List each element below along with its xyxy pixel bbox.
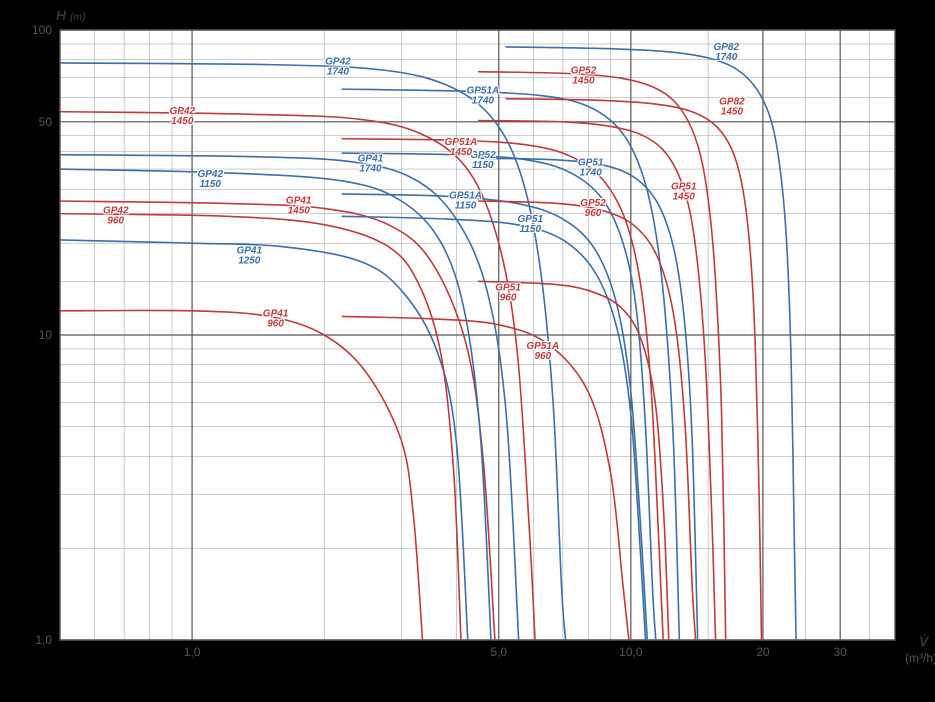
x-tick-label: 30	[834, 645, 848, 659]
x-tick-label: 10,0	[619, 645, 643, 659]
x-tick-label: 5,0	[490, 645, 507, 659]
curve-label-gp41-1450: GP411450	[286, 195, 312, 216]
curve-label-gp51-1740: GP511740	[578, 157, 604, 178]
curve-label-gp41-1740: GP411740	[358, 154, 384, 175]
x-tick-label: 1,0	[184, 645, 201, 659]
x-tick-label: 20	[756, 645, 770, 659]
curve-label-gp42-1150: GP421150	[197, 169, 223, 190]
curve-label-gp41-1250: GP411250	[236, 246, 262, 267]
curve-label-gp52-1150: GP521150	[470, 150, 496, 171]
y-tick-label: 100	[32, 23, 52, 37]
curve-label-gp82-1450: GP821450	[719, 96, 745, 117]
pump-performance-chart: 1,0 5,0 10,0 20 30 1,0 10 50 100 H (m) V̇ (m³/h) GP4…	[0, 0, 935, 702]
curve-label-gp42-1740: GP421740	[325, 57, 351, 78]
y-tick-label: 1,0	[35, 633, 52, 647]
curve-label-gp82-1740: GP821740	[713, 42, 739, 63]
curve-label-gp52-1450: GP521450	[571, 66, 597, 87]
y-axis-label: H (m)	[56, 7, 86, 23]
y-tick-label: 10	[39, 328, 53, 342]
x-axis-label: V̇	[919, 633, 930, 649]
curve-label-gp51-1150: GP511150	[518, 214, 544, 235]
x-axis-unit: (m³/h)	[905, 651, 935, 665]
y-tick-label: 50	[39, 115, 53, 129]
curve-label-gp51-1450: GP511450	[671, 181, 697, 202]
curve-label-gp42-1450: GP421450	[170, 106, 196, 127]
